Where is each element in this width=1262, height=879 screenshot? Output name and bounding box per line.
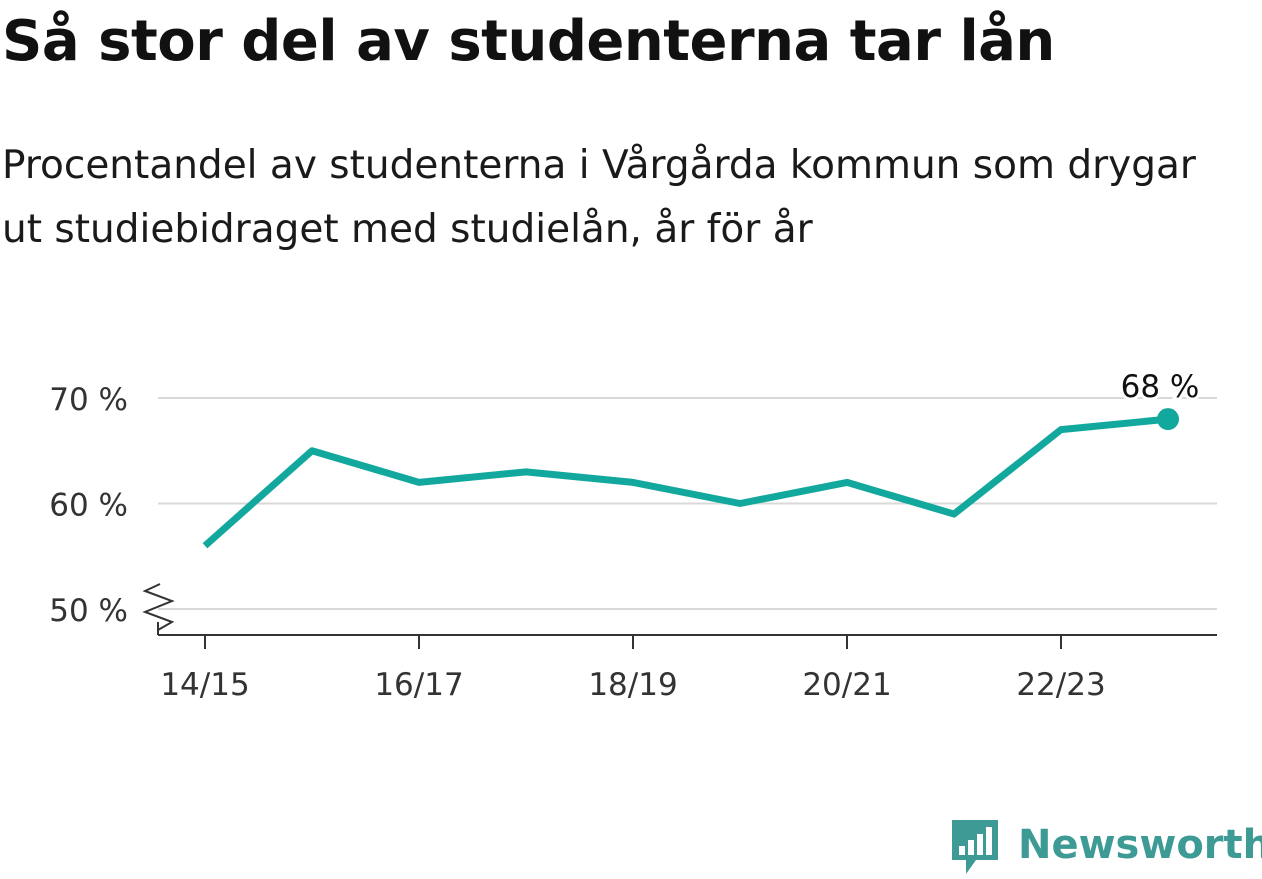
series-line <box>202 415 1169 549</box>
last-point-label: 68 % <box>1121 369 1200 405</box>
x-axis-labels: 14/15 16/17 18/19 20/21 22/23 <box>160 667 1105 703</box>
y-tick-label: 60 % <box>49 488 128 524</box>
chart-title: Så stor del av studenterna tar lån <box>2 9 1055 74</box>
chart-subtitle: Procentandel av studenterna i Vårgårda k… <box>2 143 1196 252</box>
brand-name: Newsworthy <box>1018 822 1262 868</box>
x-tick-label: 22/23 <box>1016 667 1105 703</box>
newsworthy-logo: Newsworthy <box>950 818 1262 878</box>
y-tick-label: 50 % <box>49 593 128 629</box>
axis-break-icon <box>142 583 175 631</box>
series: 68 % <box>202 366 1202 549</box>
last-point-marker <box>1157 408 1179 431</box>
y-tick-label: 70 % <box>49 382 128 418</box>
x-axis <box>142 583 1217 649</box>
x-tick-label: 14/15 <box>160 667 249 703</box>
y-axis-labels: 50 % 60 % 70 % <box>49 382 128 629</box>
x-tick-label: 16/17 <box>374 667 463 703</box>
bar-chart-icon <box>952 820 998 874</box>
x-tick-label: 20/21 <box>802 667 891 703</box>
grid-lines <box>158 397 1217 610</box>
x-tick-label: 18/19 <box>588 667 677 703</box>
